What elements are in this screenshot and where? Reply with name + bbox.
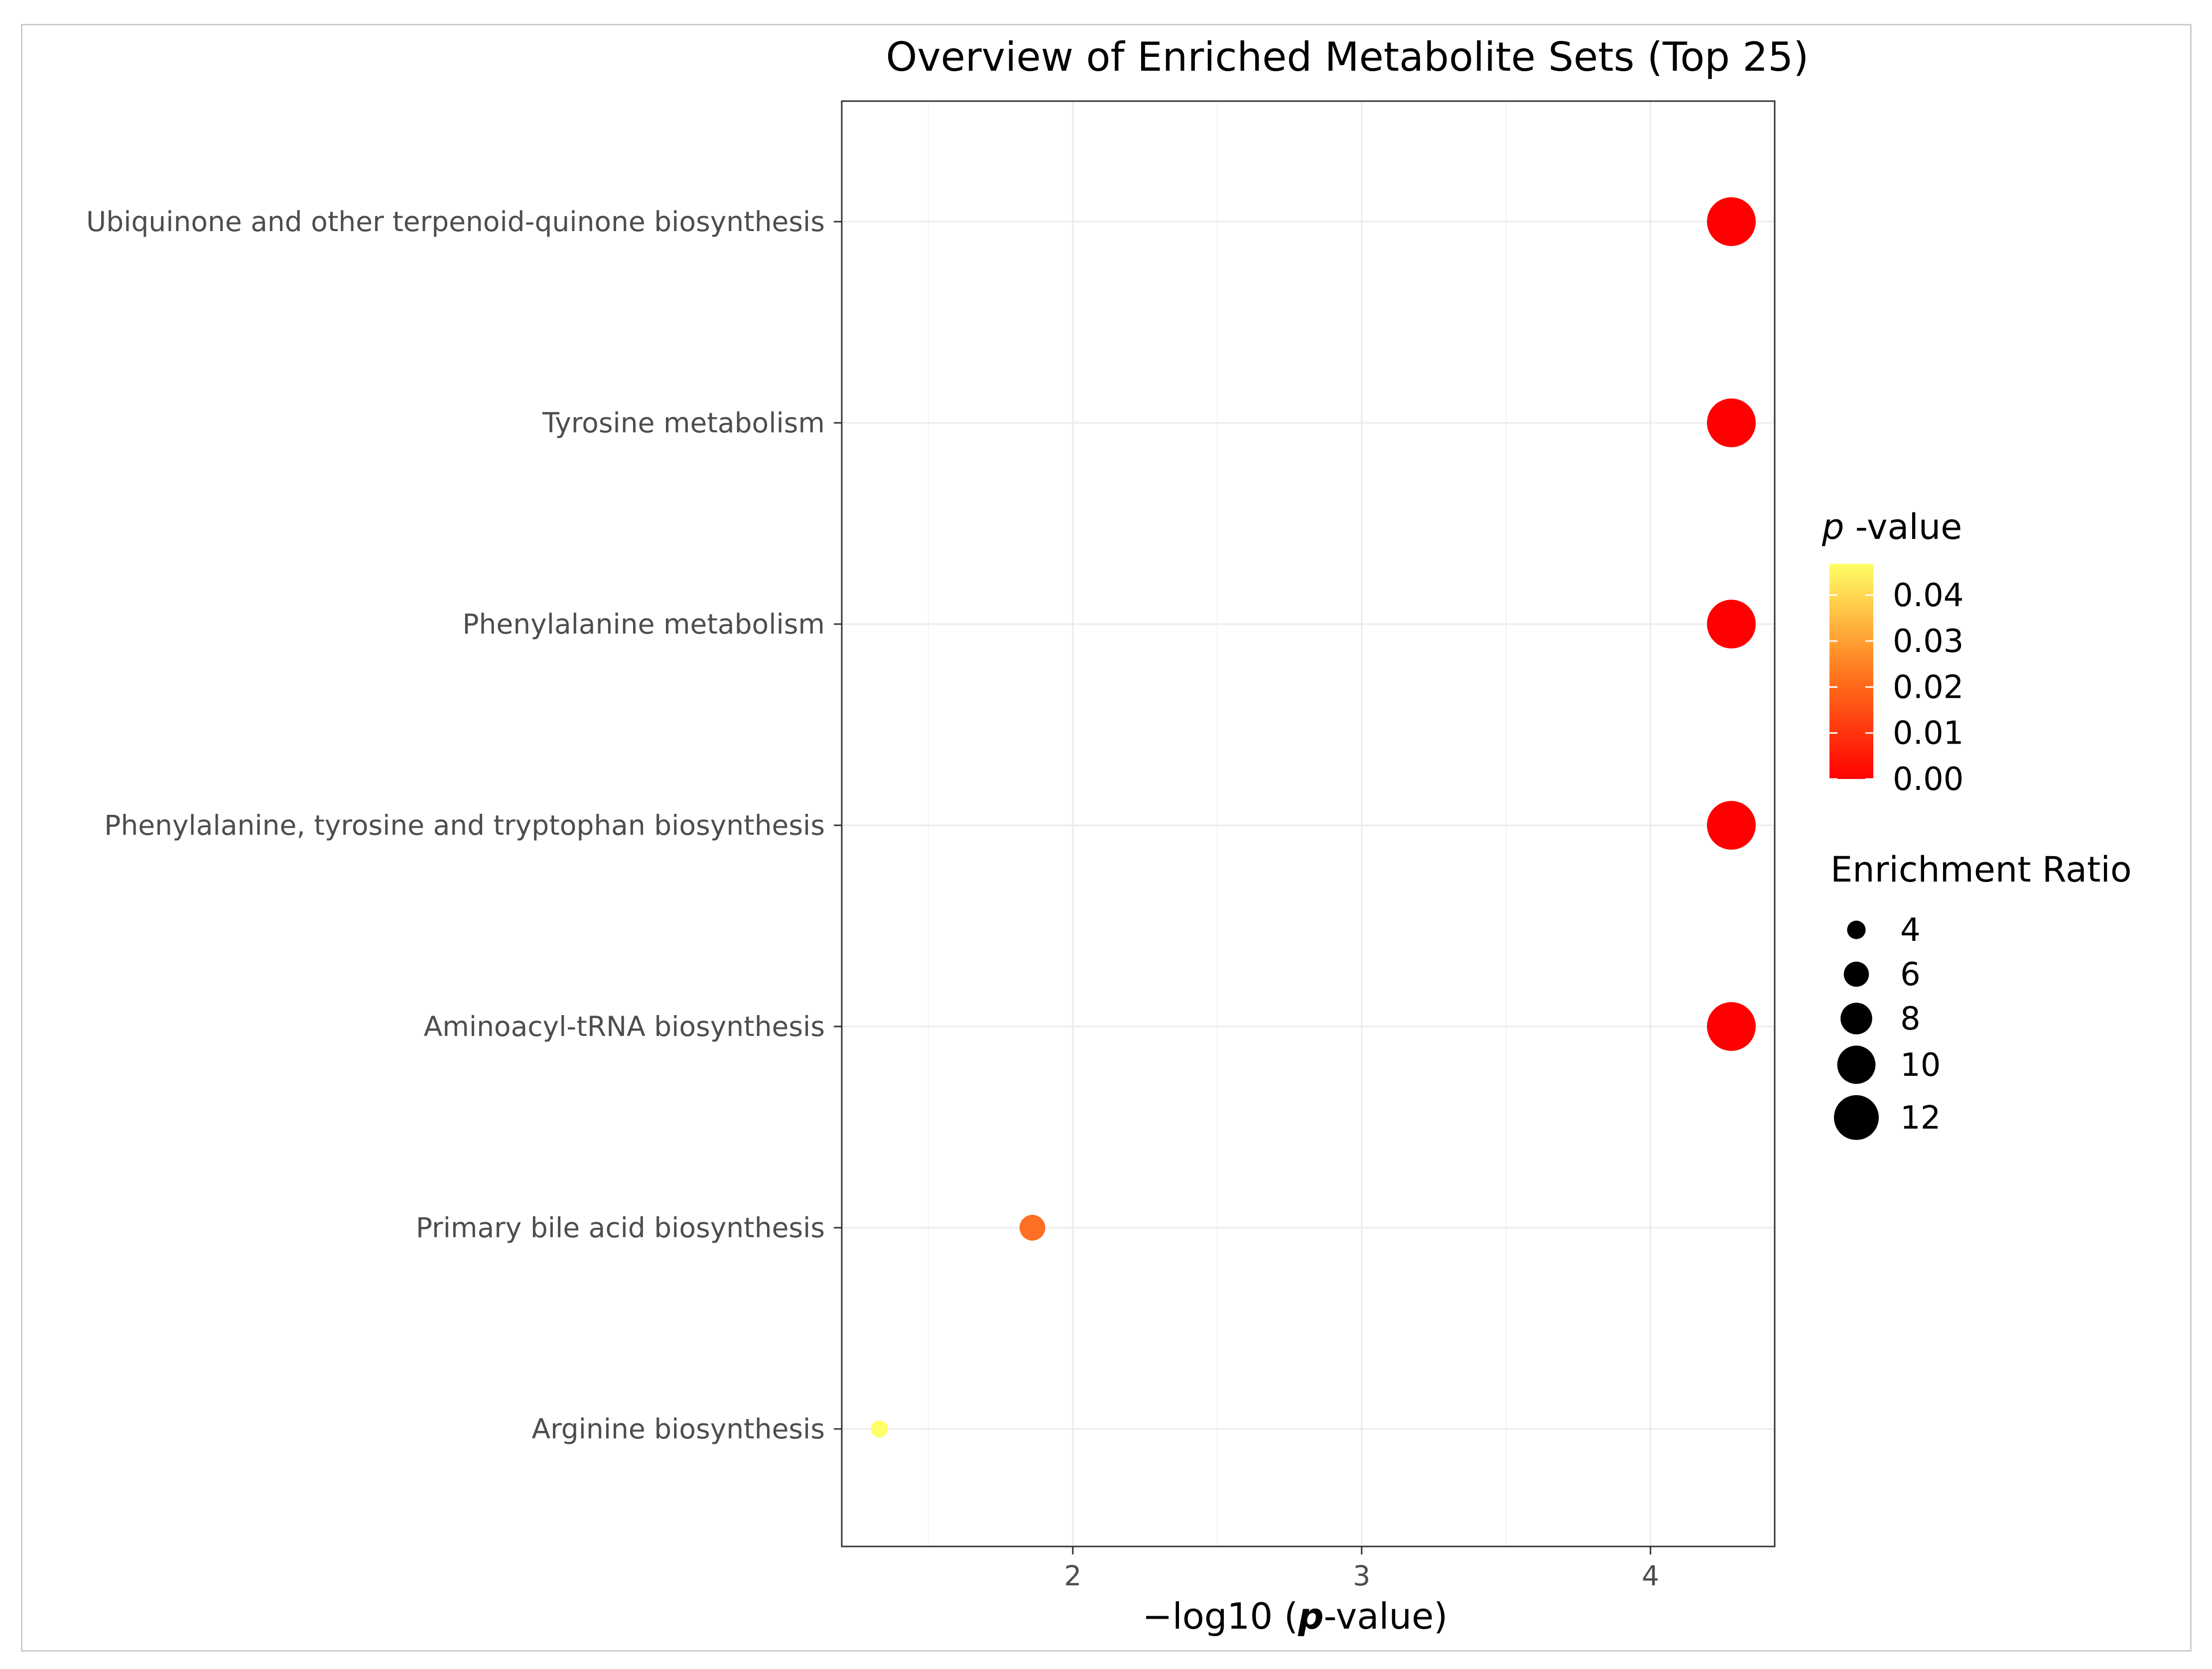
chart-frame <box>21 24 2192 1652</box>
size-legend-dot <box>1847 920 1866 939</box>
gridlines <box>842 101 1775 1546</box>
size-legend-entries: 4 6 8 10 12 <box>1834 912 1941 1140</box>
data-point <box>1707 801 1756 850</box>
color-legend-title-p: p <box>1822 507 1844 547</box>
data-point <box>1019 1215 1045 1241</box>
color-legend-label: 0.00 <box>1893 761 1964 798</box>
size-legend-title: Enrichment Ratio <box>1830 849 2132 890</box>
data-point <box>1707 398 1756 447</box>
y-category-label: Arginine biosynthesis <box>531 1413 825 1445</box>
chart-title: Overview of Enriched Metabolite Sets (To… <box>886 34 1809 80</box>
y-category-label: Ubiquinone and other terpenoid-quinone b… <box>86 206 825 238</box>
x-axis: 2 3 4 <box>1064 1546 1659 1592</box>
data-point <box>871 1420 888 1437</box>
size-legend-label: 12 <box>1900 1100 1941 1137</box>
x-axis-title-p: p <box>1298 1595 1324 1637</box>
x-tick-label: 3 <box>1353 1560 1370 1592</box>
data-point <box>1707 600 1756 648</box>
color-legend: p -value 0.04 0.03 0.02 0.01 0.00 <box>1822 507 1964 798</box>
color-legend-title: p -value <box>1822 507 1962 547</box>
color-legend-label: 0.02 <box>1893 669 1964 706</box>
size-legend: Enrichment Ratio 4 6 8 10 12 <box>1830 849 2132 1140</box>
size-legend-label: 8 <box>1900 1001 1921 1037</box>
size-legend-dot <box>1843 961 1869 987</box>
x-axis-title-suffix: -value) <box>1324 1595 1448 1637</box>
x-tick-label: 2 <box>1064 1560 1081 1592</box>
size-legend-dot <box>1834 1095 1879 1140</box>
y-category-label: Primary bile acid biosynthesis <box>416 1212 825 1244</box>
data-point <box>1707 1002 1756 1051</box>
size-legend-label: 10 <box>1900 1047 1941 1084</box>
color-legend-title-rest: -value <box>1844 507 1962 547</box>
size-legend-label: 6 <box>1900 956 1921 993</box>
y-category-label: Tyrosine metabolism <box>542 407 825 439</box>
color-legend-label: 0.01 <box>1893 715 1964 752</box>
color-legend-ticks: 0.04 0.03 0.02 0.01 0.00 <box>1829 577 1964 798</box>
y-axis: Ubiquinone and other terpenoid-quinone b… <box>86 206 842 1445</box>
data-points <box>871 197 1756 1437</box>
color-legend-label: 0.03 <box>1893 623 1964 660</box>
x-tick-label: 4 <box>1642 1560 1659 1592</box>
y-category-label: Phenylalanine metabolism <box>462 608 825 640</box>
color-legend-label: 0.04 <box>1893 577 1964 614</box>
x-axis-title-prefix: −log10 ( <box>1142 1595 1298 1637</box>
plot-panel-border <box>841 100 1776 1547</box>
y-category-label: Phenylalanine, tyrosine and tryptophan b… <box>104 809 825 841</box>
size-legend-dot <box>1840 1003 1872 1034</box>
size-legend-dot <box>1837 1045 1876 1084</box>
size-legend-label: 4 <box>1900 912 1921 949</box>
y-category-label: Aminoacyl-tRNA biosynthesis <box>424 1011 825 1042</box>
data-point <box>1707 197 1756 246</box>
color-legend-bar <box>1829 564 1873 779</box>
x-axis-title: −log10 (p-value) <box>1142 1595 1447 1637</box>
